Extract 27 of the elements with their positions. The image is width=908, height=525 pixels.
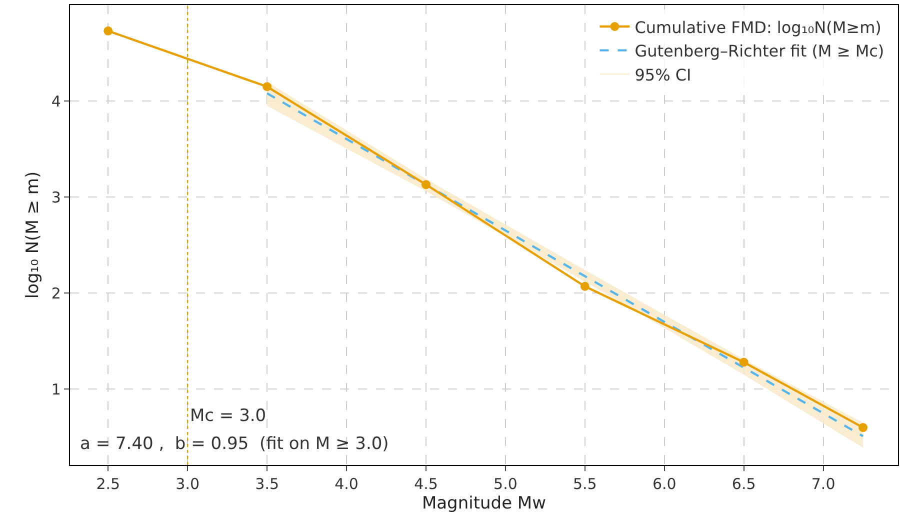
point: [262, 82, 272, 92]
x-tick-label: 3.0: [176, 475, 200, 494]
point: [580, 282, 590, 291]
ref-line-label: Mc = 3.0: [190, 406, 266, 426]
point: [421, 180, 430, 190]
y-tick-label: 1: [51, 380, 61, 398]
x-tick-label: 4.0: [334, 475, 358, 494]
x-tick-label: 2.5: [96, 475, 120, 494]
x-tick-label: 6.0: [652, 475, 676, 494]
legend-label: Cumulative FMD: log₁₀N(M≥m): [634, 18, 882, 37]
point: [739, 358, 748, 367]
y-axis-title: log₁₀ N(M ≥ m): [22, 171, 43, 299]
x-tick-label: 5.0: [494, 475, 518, 494]
y-tick-label: 3: [51, 188, 61, 206]
point: [104, 26, 113, 36]
y-tick-label: 2: [51, 284, 61, 302]
x-tick-label: 6.5: [732, 475, 756, 494]
x-tick-label: 5.5: [572, 475, 597, 494]
annotation: a = 7.40 , b = 0.95 (fit on M ≥ 3.0): [80, 434, 389, 454]
legend-label: Gutenberg–Richter fit (M ≥ Mc): [634, 42, 884, 61]
x-axis-title: Magnitude Mw: [422, 494, 546, 514]
legend-label: 95% CI: [634, 65, 692, 84]
x-tick-label: 3.5: [255, 475, 279, 494]
point: [858, 423, 868, 432]
x-tick-label: 7.0: [811, 475, 836, 494]
y-tick-label: 4: [51, 92, 61, 110]
x-tick-label: 4.5: [414, 475, 438, 494]
